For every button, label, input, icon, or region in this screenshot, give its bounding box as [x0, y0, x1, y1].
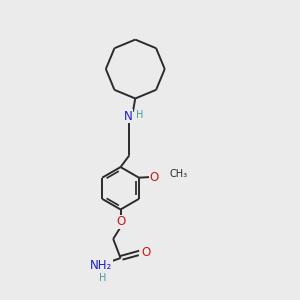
Text: O: O	[116, 215, 125, 228]
Text: H: H	[136, 110, 143, 120]
Text: O: O	[141, 246, 150, 259]
Text: H: H	[99, 273, 106, 283]
Text: O: O	[150, 171, 159, 184]
Text: NH₂: NH₂	[90, 259, 112, 272]
Text: N: N	[124, 110, 132, 123]
Text: CH₃: CH₃	[169, 169, 188, 179]
